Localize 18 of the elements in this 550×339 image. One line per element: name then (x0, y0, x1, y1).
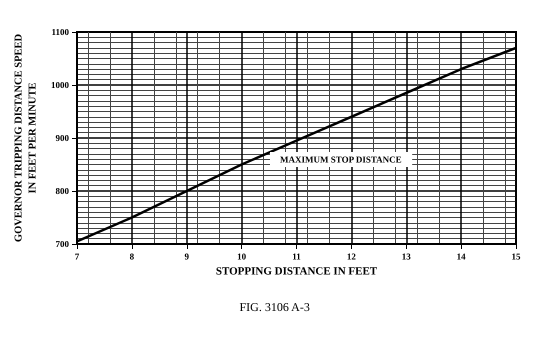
x-tick-label: 12 (346, 252, 356, 262)
x-tick-label: 8 (130, 252, 135, 262)
x-tick-label: 14 (456, 252, 466, 262)
x-tick-label: 15 (512, 252, 521, 262)
x-axis-title: STOPPING DISTANCE IN FEET (216, 265, 378, 278)
x-tick-label: 13 (402, 252, 412, 262)
x-tick-label: 11 (292, 252, 302, 262)
y-tick-label: 1000 (51, 80, 70, 90)
y-tick-label: 800 (56, 186, 70, 196)
x-tick-label: 10 (237, 252, 247, 262)
x-tick-label: 7 (74, 252, 80, 262)
y-tick-label: 900 (56, 133, 70, 143)
annotation: MAXIMUM STOP DISTANCE (280, 154, 402, 164)
caption: FIG. 3106 A-3 (240, 300, 310, 314)
x-tick-label: 9 (184, 252, 190, 262)
y-tick-label: 700 (56, 239, 70, 249)
y-axis-title: GOVERNOR TRIPPING DISTANCE SPEED IN FEET PER MINUTE (14, 33, 39, 242)
y-tick-label: 1100 (51, 27, 70, 37)
